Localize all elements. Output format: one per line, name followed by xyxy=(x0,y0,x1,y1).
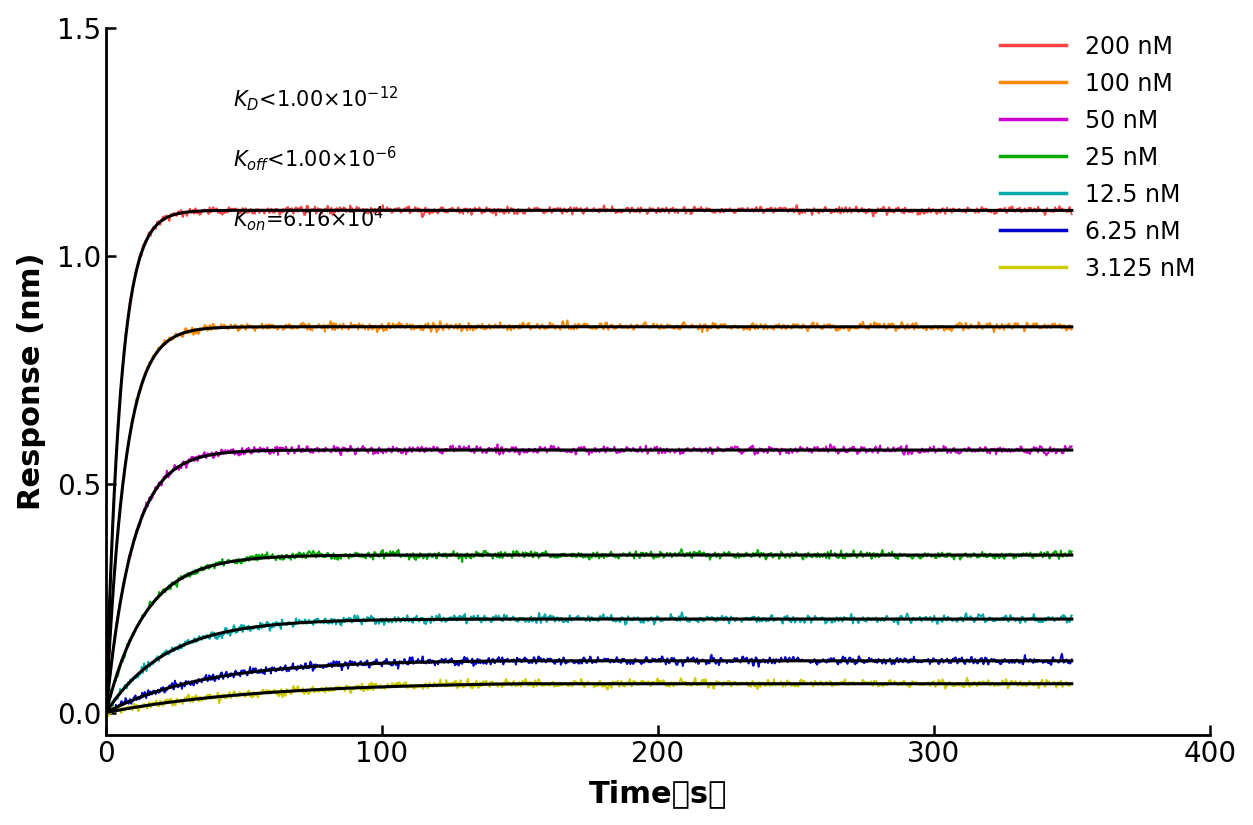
Text: $K_{off}$<1.00×10$^{-6}$: $K_{off}$<1.00×10$^{-6}$ xyxy=(233,144,397,173)
Text: $K_D$<1.00×10$^{-12}$: $K_D$<1.00×10$^{-12}$ xyxy=(233,84,398,113)
Y-axis label: Response (nm): Response (nm) xyxy=(16,252,45,511)
Legend: 200 nM, 100 nM, 50 nM, 25 nM, 12.5 nM, 6.25 nM, 3.125 nM: 200 nM, 100 nM, 50 nM, 25 nM, 12.5 nM, 6… xyxy=(991,26,1205,290)
Text: $K_{on}$=6.16×10$^4$: $K_{on}$=6.16×10$^4$ xyxy=(233,205,385,233)
X-axis label: Time（s）: Time（s） xyxy=(589,780,727,808)
